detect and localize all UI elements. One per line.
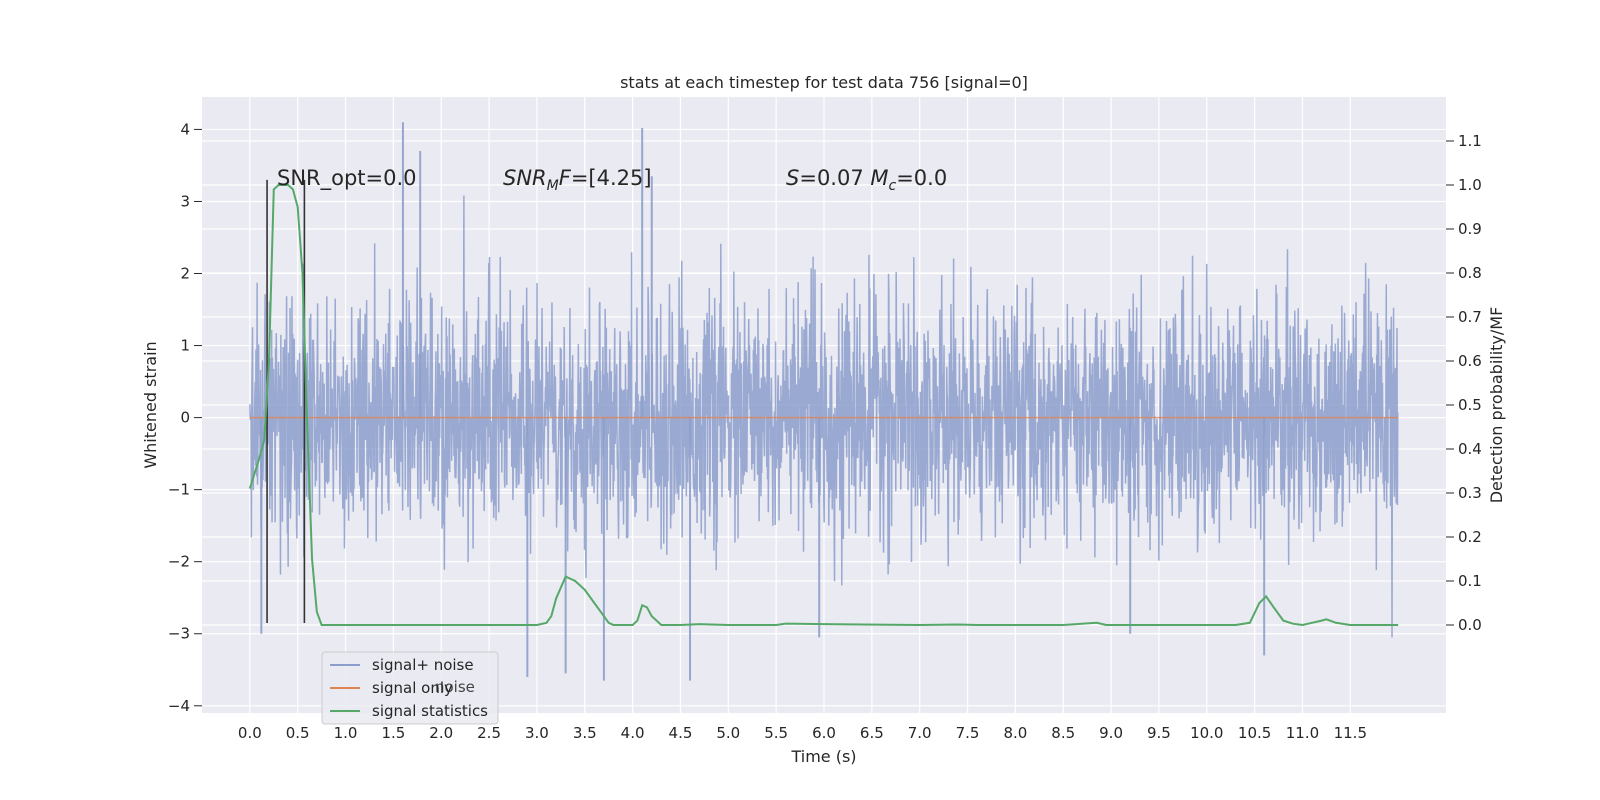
y-tick-label: −2 (168, 553, 190, 571)
annotation-mc-value: =0.0 (896, 166, 947, 190)
y2-tick-label: 0.7 (1458, 308, 1482, 326)
y2-tick-label: 0.8 (1458, 264, 1482, 282)
annotation-mc-symbol: M (870, 166, 888, 190)
annotation-snr-mf-value: =[4.25] (571, 166, 652, 190)
x-tick-label: 9.0 (1099, 724, 1123, 742)
y-tick-label: −3 (168, 625, 190, 643)
legend-items: signal+ noise signal only signal statistic… (330, 656, 488, 720)
annotation-s-value: =0.07 (799, 166, 870, 190)
y-axis-label: Whitened strain (141, 341, 160, 468)
annotation-snr-opt-text: SNR_opt=0.0 (277, 166, 417, 191)
y2-tick-label: 1.0 (1458, 176, 1482, 194)
ticks-layer: 0.0 0.5 1.0 1.5 2.0 2.5 3.0 3.5 4.0 4.5 5.0 5.5 6.0 6… (168, 120, 1482, 742)
x-tick-label: 8.0 (1003, 724, 1027, 742)
annotation-mc-subscript: c (889, 178, 897, 194)
x-tick-label: 8.5 (1051, 724, 1075, 742)
x-tick-label: 10.5 (1238, 724, 1271, 742)
chart-title: stats at each timestep for test data 756… (620, 73, 1028, 92)
y-tick-label: −4 (168, 697, 190, 715)
x-tick-label: 2.5 (477, 724, 501, 742)
series-signal-statistics (248, 184, 1399, 627)
x-tick-label: 10.0 (1190, 724, 1223, 742)
x-tick-label: 6.0 (812, 724, 836, 742)
lines-layer (248, 179, 1399, 627)
annotation-s-mc: S=0.07 Mc=0.0 (786, 166, 947, 194)
x-tick-label: 7.0 (908, 724, 932, 742)
x-tick-label: 4.0 (621, 724, 645, 742)
annotation-s-symbol: S (786, 166, 799, 190)
x-tick-label: 11.0 (1286, 724, 1319, 742)
y-tick-label: 0 (180, 409, 190, 427)
x-tick-label: 5.0 (716, 724, 740, 742)
x-tick-label: 2.0 (429, 724, 453, 742)
x-tick-label: 0.0 (238, 724, 262, 742)
x-tick-label: 3.5 (573, 724, 597, 742)
legend-label-signal-noise: signal+ noise (372, 656, 474, 674)
y2-tick-label: 0.3 (1458, 484, 1482, 502)
x-tick-label: 5.5 (764, 724, 788, 742)
x-tick-label: 6.5 (860, 724, 884, 742)
annotation-snr-opt: SNR_opt=0.0 (277, 166, 417, 191)
legend-ghost-text: noise (435, 678, 475, 696)
series-signal-noise (249, 195, 1399, 638)
y-tick-label: 1 (180, 337, 190, 355)
legend-label-signal-only: signal only (372, 679, 453, 697)
x-axis-label: Time (s) (790, 747, 856, 766)
y2-tick-label: 0.0 (1458, 616, 1482, 634)
x-tick-label: 0.5 (286, 724, 310, 742)
y2-tick-label: 0.9 (1458, 220, 1482, 238)
annotation-snr-mf-subscript: M (547, 178, 559, 194)
y2-tick-label: 0.1 (1458, 572, 1482, 590)
legend: noise signal+ noise signal only signal sta… (321, 651, 499, 725)
y2-tick-label: 0.6 (1458, 352, 1482, 370)
y-tick-label: 2 (180, 265, 190, 283)
x-tick-label: 3.0 (525, 724, 549, 742)
y2-axis-label: Detection probability/MF (1487, 307, 1506, 504)
y2-tick-label: 0.4 (1458, 440, 1482, 458)
y-tick-label: 4 (180, 120, 190, 138)
y-tick-label: 3 (180, 192, 190, 210)
y2-tick-label: 0.5 (1458, 396, 1482, 414)
x-tick-label: 7.5 (956, 724, 980, 742)
annotation-snr-mf-f: F (559, 166, 572, 190)
noise-layer (249, 122, 1399, 681)
x-tick-label: 11.5 (1334, 724, 1367, 742)
x-tick-label: 1.5 (381, 724, 405, 742)
x-tick-label: 9.5 (1147, 724, 1171, 742)
annotation-snr-mf: SNRMF=[4.25] (503, 166, 652, 194)
legend-label-signal-statistics: signal statistics (372, 702, 488, 720)
x-tick-label: 1.0 (334, 724, 358, 742)
y2-tick-label: 0.2 (1458, 528, 1482, 546)
annotations: SNR_opt=0.0 SNRMF=[4.25] S=0.07 Mc=0.0 (277, 166, 947, 194)
annotation-snr-mf-symbol: SNR (503, 166, 547, 190)
y-tick-label: −1 (168, 481, 190, 499)
y2-tick-label: 1.1 (1458, 132, 1482, 150)
x-tick-label: 4.5 (669, 724, 693, 742)
legend-box (321, 651, 499, 725)
